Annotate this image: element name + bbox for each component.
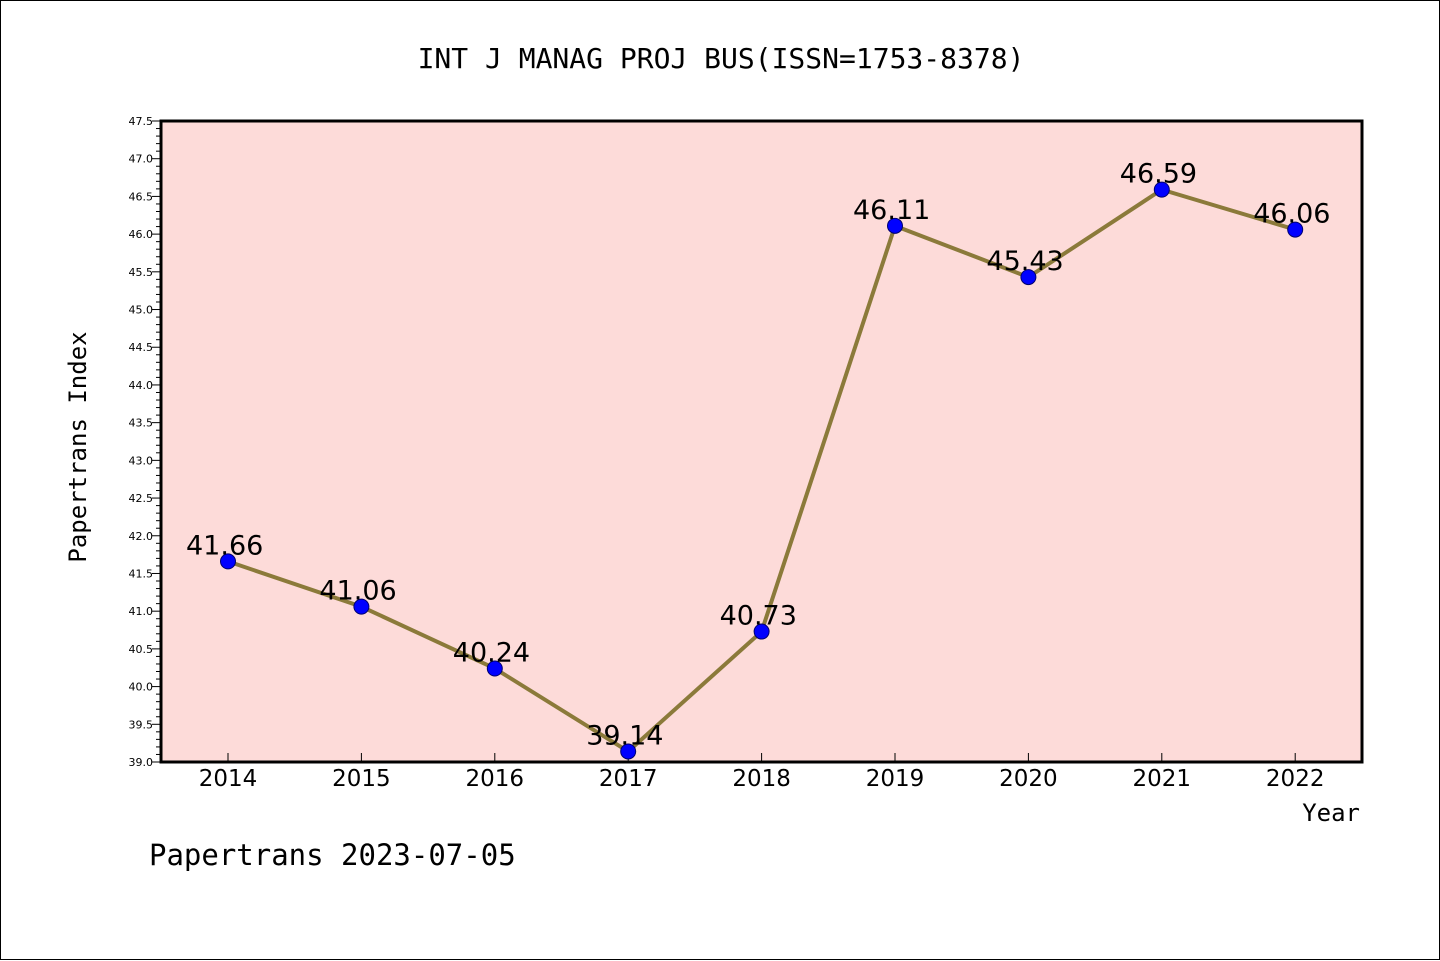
- data-label: 41.06: [319, 576, 396, 607]
- data-point: [1153, 181, 1170, 198]
- data-label: 45.43: [986, 246, 1063, 277]
- x-tick-label: 2018: [732, 766, 791, 792]
- y-tick-label: 40.0: [129, 681, 154, 694]
- y-tick-label: 43.5: [129, 417, 154, 430]
- data-point: [486, 660, 503, 677]
- y-tick-label: 42.5: [129, 492, 154, 505]
- x-axis: 2014 2015 2016 2017 2018 2019 2020 2021 2022: [199, 753, 1325, 792]
- y-tick-label: 41.0: [129, 605, 154, 618]
- x-axis-label: Year: [1302, 799, 1360, 827]
- data-label: 46.59: [1120, 159, 1197, 190]
- x-tick-label: 2016: [466, 766, 525, 792]
- x-tick-label: 2019: [866, 766, 925, 792]
- data-point: [753, 623, 770, 640]
- y-tick-label: 40.5: [129, 643, 154, 656]
- y-tick-label: 46.5: [129, 190, 154, 203]
- plot-area: [161, 121, 1362, 762]
- data-label: 41.66: [186, 530, 263, 561]
- data-point: [1287, 221, 1304, 238]
- x-tick-label: 2020: [999, 766, 1058, 792]
- y-tick-label: 45.5: [129, 266, 154, 279]
- data-point: [220, 553, 236, 570]
- y-axis: 39.0 39.5 40.0 40.5 41.0 41.5 42.0 42.5 43.0 43.5…: [129, 115, 161, 769]
- y-tick-label: 44.5: [129, 341, 154, 354]
- x-tick-label: 2022: [1266, 766, 1325, 792]
- y-tick-label: 42.0: [129, 530, 154, 543]
- y-tick-label: 47.5: [129, 115, 154, 128]
- data-point: [353, 598, 370, 615]
- y-tick-label: 39.0: [129, 756, 154, 769]
- y-tick-label: 45.0: [129, 304, 154, 317]
- x-tick-label: 2021: [1133, 766, 1192, 792]
- data-label: 46.06: [1253, 199, 1330, 230]
- x-tick-label: 2017: [599, 766, 658, 792]
- x-tick-label: 2014: [199, 766, 258, 792]
- y-axis-label: Papertrans Index: [64, 331, 92, 562]
- y-tick-label: 46.0: [129, 228, 154, 241]
- chart-title: INT J MANAG PROJ BUS(ISSN=1753-8378): [418, 42, 1025, 75]
- y-tick-label: 43.0: [129, 454, 154, 467]
- x-tick-label: 2015: [332, 766, 391, 792]
- data-point: [620, 743, 637, 760]
- data-labels: 41.66 41.06 40.24 39.14 40.73 46.11 45.43 46.59…: [186, 159, 1330, 752]
- data-markers: [220, 181, 1304, 760]
- y-tick-label: 44.0: [129, 379, 154, 392]
- plot-border: [159, 119, 1364, 764]
- data-label: 40.73: [720, 601, 797, 632]
- watermark-date: Papertrans 2023-07-05: [149, 838, 516, 872]
- data-label: 46.11: [853, 195, 930, 226]
- data-point: [887, 217, 903, 234]
- data-label: 40.24: [453, 637, 530, 668]
- y-tick-label: 47.0: [129, 153, 154, 166]
- data-label: 39.14: [586, 720, 663, 751]
- y-tick-label: 39.5: [129, 718, 154, 731]
- y-tick-label: 41.5: [129, 567, 154, 580]
- data-point: [1020, 269, 1037, 286]
